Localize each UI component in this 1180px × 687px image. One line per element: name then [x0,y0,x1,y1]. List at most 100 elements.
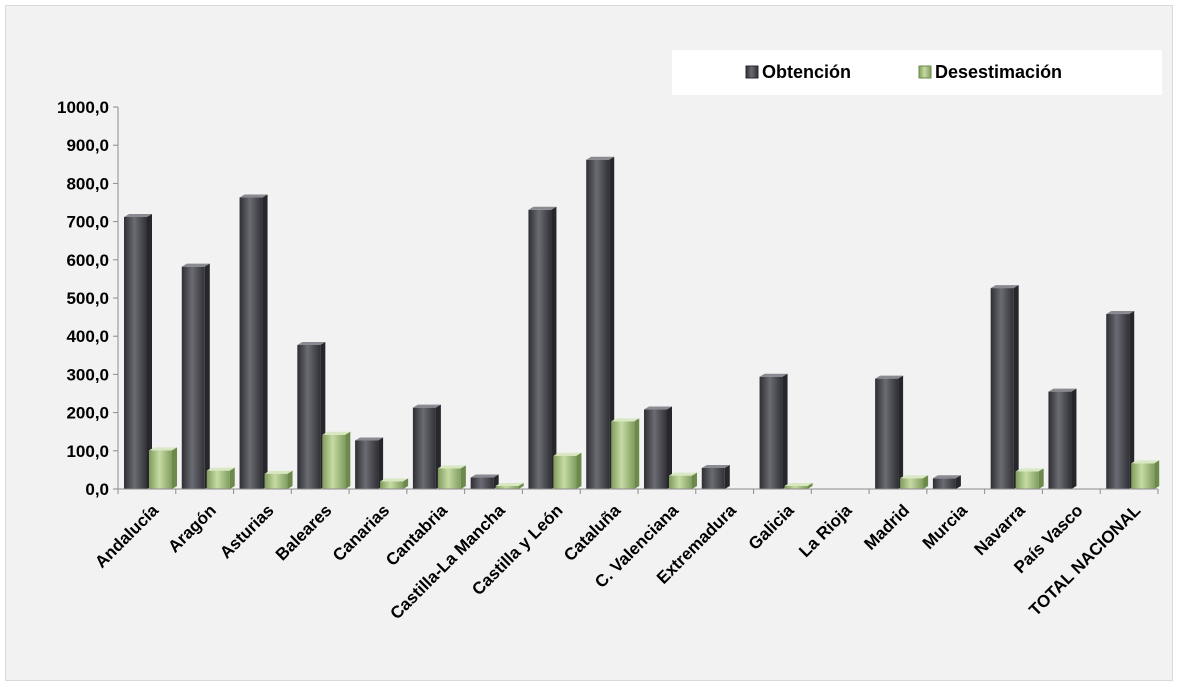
bar-side [955,475,961,489]
bar-top [669,472,697,476]
bar-side [403,478,409,489]
bar-top [181,263,210,267]
bar-obtencion [759,373,788,489]
y-tick-label: 900,0 [66,136,109,155]
bar-desestimacion [669,472,697,489]
x-tick-label: Asturias [216,501,278,563]
bar-top [784,482,813,486]
bar-face [264,473,288,489]
bar-face [181,266,205,489]
y-tick-label: 300,0 [66,365,109,384]
bar-top [380,478,409,482]
bar-face [412,407,436,489]
bar-face [900,478,924,489]
bar-side [667,406,672,489]
x-tick-label: Andalucía [91,500,162,571]
bar-obtencion [932,475,961,489]
bar-face [644,409,667,489]
bar-face [206,470,230,489]
bar-obtencion [875,375,904,489]
bar-face [553,455,577,489]
legend-label: Desestimación [935,62,1062,82]
y-tick-label: 100,0 [66,442,109,461]
x-tick-label: Madrid [860,501,913,554]
bar-side [692,472,697,489]
y-tick-label: 200,0 [66,404,109,423]
y-tick-label: 0,0 [85,480,109,499]
bar-top [206,467,235,471]
bar-face [784,485,808,489]
legend-swatch [745,65,759,79]
bar-top [701,464,730,468]
bar-face [355,440,379,489]
bar-top [297,341,326,345]
bar-face [875,378,899,489]
y-tick-label: 800,0 [66,174,109,193]
bar-side [287,470,293,489]
bar-side [1129,311,1135,489]
bar-side [229,467,235,489]
bar-obtencion [412,404,441,489]
bar-face [1106,314,1130,489]
bar-face [495,485,519,489]
bar-side [724,464,730,489]
bar-top [1106,311,1135,315]
legend-label: Obtención [762,62,851,82]
x-tick-label: La Rioja [795,500,856,561]
bar-face [586,159,610,489]
y-tick-label: 600,0 [66,251,109,270]
bar-side [172,447,177,489]
bar-side [782,373,788,489]
y-tick-label: 700,0 [66,213,109,232]
bar-side [147,214,152,490]
bars [124,156,1160,490]
legend-swatch [918,65,932,79]
bar-side [609,156,615,489]
bar-top [322,431,351,435]
bar-side [1038,468,1044,489]
bar-desestimacion [380,478,409,489]
bar-side [923,475,929,489]
bar-desestimacion [437,465,466,489]
bar-face [437,468,461,489]
bar-top [759,373,788,377]
bar-face [611,421,635,489]
bar-side [576,452,582,489]
bar-obtencion [470,474,499,489]
bar-top [1048,388,1077,392]
bar-obtencion [297,341,326,489]
bar-desestimacion [322,431,351,489]
bar-desestimacion [264,470,293,489]
x-tick-label: TOTAL NACIONAL [1025,501,1144,620]
bar-side [807,482,813,489]
y-tick-label: 1000,0 [57,98,109,117]
x-tick-label: Aragón [164,501,220,557]
bar-desestimacion [553,452,582,489]
bar-top [264,470,293,474]
bar-obtencion [124,214,152,490]
bar-side [1071,388,1077,489]
bar-face [759,376,783,489]
bar-top [470,474,499,478]
bar-desestimacion [495,482,524,489]
y-tick-label: 400,0 [66,327,109,346]
bar-top [875,375,904,379]
bar-side [460,465,466,489]
bar-desestimacion [206,467,235,489]
bar-obtencion [586,156,615,489]
bar-side [551,206,557,489]
bar-face [239,197,263,489]
bar-obtencion [701,464,730,489]
bar-top [437,465,466,469]
bar-side [345,431,351,489]
bar-top [932,475,961,479]
bar-obtencion [355,437,384,489]
bar-top [149,447,177,451]
bar-face [701,467,725,489]
bar-face [990,288,1014,489]
bar-top [495,482,524,486]
bar-side [1154,460,1160,489]
bar-face [380,481,404,489]
bar-face [1131,463,1155,489]
